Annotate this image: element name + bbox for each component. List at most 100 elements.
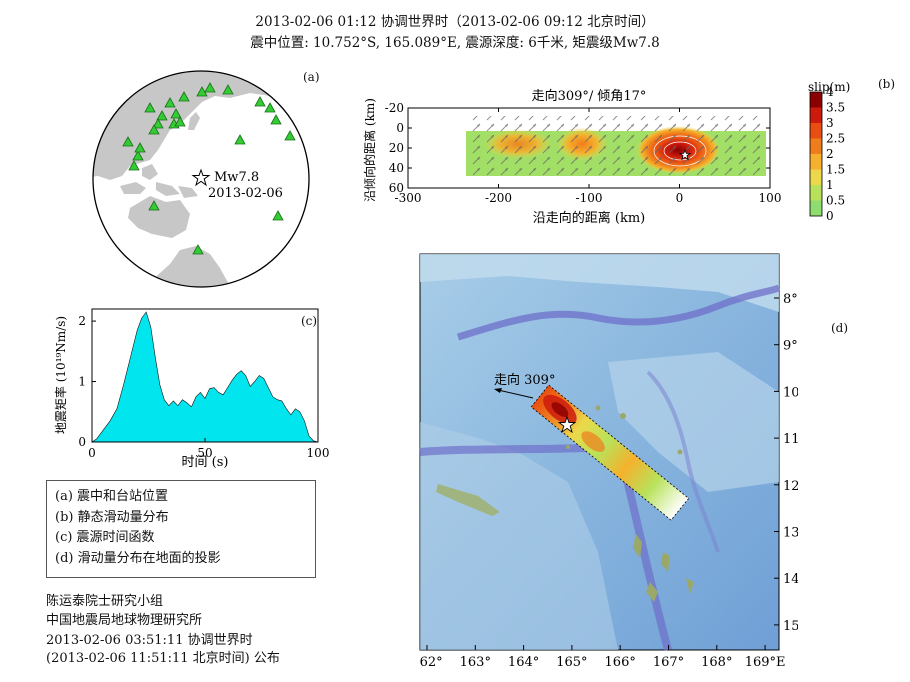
stf-ytick-label: 2 (78, 314, 86, 328)
colorbar-swatch (810, 92, 822, 108)
map-lon-label: 167° (653, 655, 684, 670)
legend-item: (b) 静态滑动量分布 (55, 509, 169, 525)
stf-ytick-label: 1 (78, 375, 86, 389)
credit-beijing-time: (2013-02-06 11:51:11 北京时间) 公布 (46, 651, 280, 666)
map-graticule: 8°S 9° 10° 11° 12° 13° 14° 15° 162° 163° 164° 165° 1… (418, 292, 798, 670)
map-lat-label: 8°S (783, 292, 798, 307)
colorbar-tick-label: 0.5 (826, 194, 845, 208)
station-triangle-icon (234, 134, 246, 145)
station-triangle-icon (148, 200, 160, 211)
map-lat-label: 15° (783, 619, 798, 634)
colorbar-swatch (810, 185, 822, 201)
slip-xlabel: 沿走向的距离 (km) (533, 210, 645, 226)
stf-xtick-label: 100 (307, 446, 330, 460)
colorbar-swatch (810, 200, 822, 216)
slip-ytick-label: 0 (396, 121, 404, 135)
stf-ticks: 0 50 100 0 1 2 (78, 314, 329, 460)
slip-ytick-label: 20 (389, 141, 404, 155)
colorbar-tick-label: 2 (826, 147, 834, 161)
colorbar-tick-label: 1.5 (826, 163, 845, 177)
map-lat-label: 12° (783, 479, 798, 494)
map-lon-label: 162° (418, 655, 443, 670)
map-lon-label: 165° (556, 655, 587, 670)
colorbar-tick-label: 2.5 (826, 132, 845, 146)
strike-label: 走向 309° (494, 372, 555, 388)
epicenter-star-icon (191, 168, 211, 187)
station-triangle-icon (192, 244, 204, 255)
colorbar-title: slip(m) (808, 80, 850, 94)
event-mag-label: Mw7.8 (214, 170, 259, 185)
map-lon-label: 164° (508, 655, 539, 670)
strike-arrow (497, 389, 534, 399)
map-lat-label: 11° (783, 432, 798, 447)
station-triangle-icon (284, 130, 296, 141)
slip-ylabel: 沿倾向的距离 (km) (362, 98, 377, 202)
slip-xtick-label: -200 (485, 191, 512, 205)
colorbar-swatch (810, 138, 822, 154)
stf-xlabel: 时间 (s) (182, 455, 229, 470)
station-triangle-icon (156, 110, 168, 121)
map-lat-label: 9° (783, 339, 798, 354)
colorbar-tick-label: 0 (826, 209, 834, 223)
station-triangle-icon (148, 124, 160, 135)
station-triangle-icon (128, 160, 140, 171)
map-lat-label: 10° (783, 385, 798, 400)
legend-item: (c) 震源时间函数 (55, 530, 155, 545)
station-triangle-icon (204, 82, 216, 93)
slip-colorbar: 4 3.53 2.52 1.51 0.50 (809, 85, 845, 223)
map-lat-label: 14° (783, 572, 798, 587)
stf-area (91, 311, 319, 443)
station-triangle-icon (196, 86, 208, 97)
station-triangle-icon (174, 116, 186, 127)
map-lon-label: 163° (460, 655, 491, 670)
colorbar-tick-label: 3.5 (826, 101, 845, 115)
header-line-2: 震中位置: 10.752°S, 165.089°E, 震源深度: 6千米, 矩震… (250, 35, 660, 51)
slip-ytick-label: 60 (389, 181, 404, 195)
station-triangle-icon (272, 210, 284, 221)
colorbar-tick-label: 3 (826, 116, 834, 130)
panel-d-map: 走向 309° 8°S 9° 10° 11° 12° 13° 14° 15° 162° 163° 1… (418, 253, 798, 670)
station-triangle-icon (152, 118, 164, 129)
station-triangle-icon (270, 114, 282, 125)
station-triangle-icon (144, 102, 156, 113)
slip-xtick-label: -300 (395, 191, 422, 205)
panel-b-label: (b) (878, 77, 896, 91)
stf-ylabel: 地震矩率 (10¹⁹Nm/s) (53, 316, 68, 434)
colorbar-swatch (810, 169, 822, 185)
station-triangle-icon (134, 142, 146, 153)
colorbar-tick-label: 4 (826, 85, 834, 99)
station-triangle-icon (178, 91, 190, 102)
stf-ytick-label: 0 (78, 435, 86, 449)
map-lat-label: 13° (783, 526, 798, 541)
credit-institute: 中国地震局地球物理研究所 (46, 613, 203, 628)
legend-item: (d) 滑动量分布在地面的投影 (55, 550, 221, 566)
legend-box: (a) 震中和台站位置 (b) 静态滑动量分布 (c) 震源时间函数 (d) 滑… (46, 480, 316, 578)
stf-xtick-label: 50 (197, 446, 212, 460)
slip-xtick-label: 100 (759, 191, 782, 205)
panel-c-label: (c) (301, 314, 318, 328)
panel-a-label: (a) (303, 70, 320, 84)
header-line-1: 2013-02-06 01:12 协调世界时（2013-02-06 09:12 … (255, 14, 655, 30)
slip-vectors (466, 116, 766, 176)
station-triangle-icon (170, 108, 182, 119)
station-triangle-icon (122, 136, 134, 147)
slip-title: 走向309°/ 倾角17° (532, 88, 647, 104)
slip-ytick-label: 40 (389, 161, 404, 175)
slip-xtick-label: -100 (576, 191, 603, 205)
legend-item: (a) 震中和台站位置 (55, 489, 169, 504)
colorbar-swatch (810, 107, 822, 123)
colorbar-swatch (810, 154, 822, 170)
credit-utc-time: 2013-02-06 03:51:11 协调世界时 (46, 633, 253, 648)
colorbar-swatch (810, 123, 822, 139)
station-triangle-icon (264, 102, 276, 113)
panel-c-stf: 0 50 100 0 1 2 时间 (s) 地震矩率 (10¹⁹Nm/s) (53, 308, 329, 470)
slip-ytick-label: -20 (385, 101, 404, 115)
map-epicenter-star-icon (557, 415, 577, 434)
map-lon-label: 168° (701, 655, 732, 670)
map-lon-label: 169°E (745, 655, 786, 670)
map-lon-label: 166° (605, 655, 636, 670)
fault-projection (530, 384, 690, 521)
